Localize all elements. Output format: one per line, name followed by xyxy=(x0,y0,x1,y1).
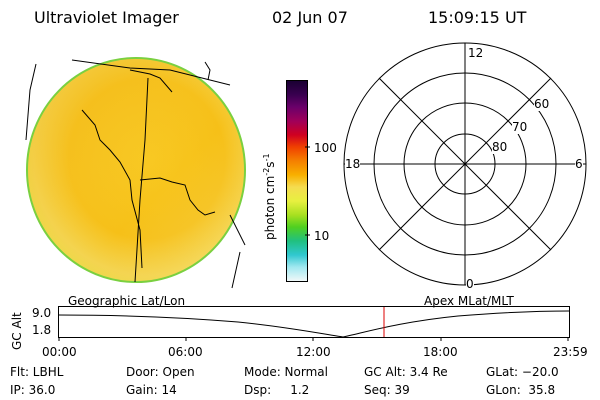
dsp-info: Dsp: 1.2 xyxy=(244,383,310,397)
ip-info: IP: 36.0 xyxy=(10,383,56,397)
mlt-label-6: 6 xyxy=(575,157,583,171)
mlat-label-70: 70 xyxy=(512,120,528,134)
mlat-label-80: 80 xyxy=(492,140,508,154)
colorbar-tick-100: 100 xyxy=(314,141,337,155)
gc-altitude-info: GC Alt: 3.4 Re xyxy=(364,365,448,379)
unit-label-exp2: -1 xyxy=(262,153,271,162)
color-bar-gradient xyxy=(287,81,307,281)
timeline-left-label: Geographic Lat/Lon xyxy=(68,294,186,308)
mlt-label-0: 0 xyxy=(466,277,474,291)
timeline-ticks xyxy=(58,337,569,341)
timeline-y-bottom: 1.8 xyxy=(32,323,52,337)
observation-time: 15:09:15 UT xyxy=(428,8,527,27)
mlt-label-12: 12 xyxy=(468,46,484,60)
timeline-x-label-4: 23:59 xyxy=(553,345,588,359)
colorbar-ticks xyxy=(305,146,310,236)
timeline-x-label-3: 18:00 xyxy=(423,345,458,359)
geo-lon-info: GLon: 35.8 xyxy=(486,383,556,397)
instrument-title: Ultraviolet Imager xyxy=(34,8,179,27)
colorbar-unit-label: photon cm-2s-1 xyxy=(262,153,277,240)
gain-info: Gain: 14 xyxy=(126,383,177,397)
observation-date: 02 Jun 07 xyxy=(272,8,348,27)
mlt-polar-plot xyxy=(343,42,587,286)
earth-disk-shade xyxy=(28,59,244,281)
timeline-y-top: 9.0 xyxy=(32,306,52,320)
mode-info: Mode: Normal xyxy=(244,365,328,379)
timeline-x-label-1: 06:00 xyxy=(168,345,203,359)
color-bar xyxy=(286,80,308,282)
sequence-info: Seq: 39 xyxy=(364,383,410,397)
polar-diagonal-2 xyxy=(378,77,552,251)
unit-label-exp1: -2 xyxy=(262,167,271,176)
orbit-altitude-curve xyxy=(58,310,570,338)
colorbar-tick-10: 10 xyxy=(314,229,330,243)
timeline-x-label-0: 00:00 xyxy=(42,345,77,359)
mlt-label-18: 18 xyxy=(345,157,361,171)
timeline-plot xyxy=(58,306,570,341)
door-info: Door: Open xyxy=(126,365,195,379)
mlat-label-60: 60 xyxy=(534,97,550,111)
filter-info: Flt: LBHL xyxy=(10,365,64,379)
timeline-frame xyxy=(58,306,570,338)
timeline-x-label-2: 12:00 xyxy=(296,345,331,359)
unit-label-s: s xyxy=(263,161,277,168)
geo-lat-info: GLat: −20.0 xyxy=(486,365,559,379)
coastline-overlay xyxy=(25,59,246,289)
timeline-right-label: Apex MLat/MLT xyxy=(424,294,514,308)
unit-label-text: photon cm xyxy=(263,175,277,240)
timeline-axis-title: GC Alt xyxy=(10,312,24,350)
